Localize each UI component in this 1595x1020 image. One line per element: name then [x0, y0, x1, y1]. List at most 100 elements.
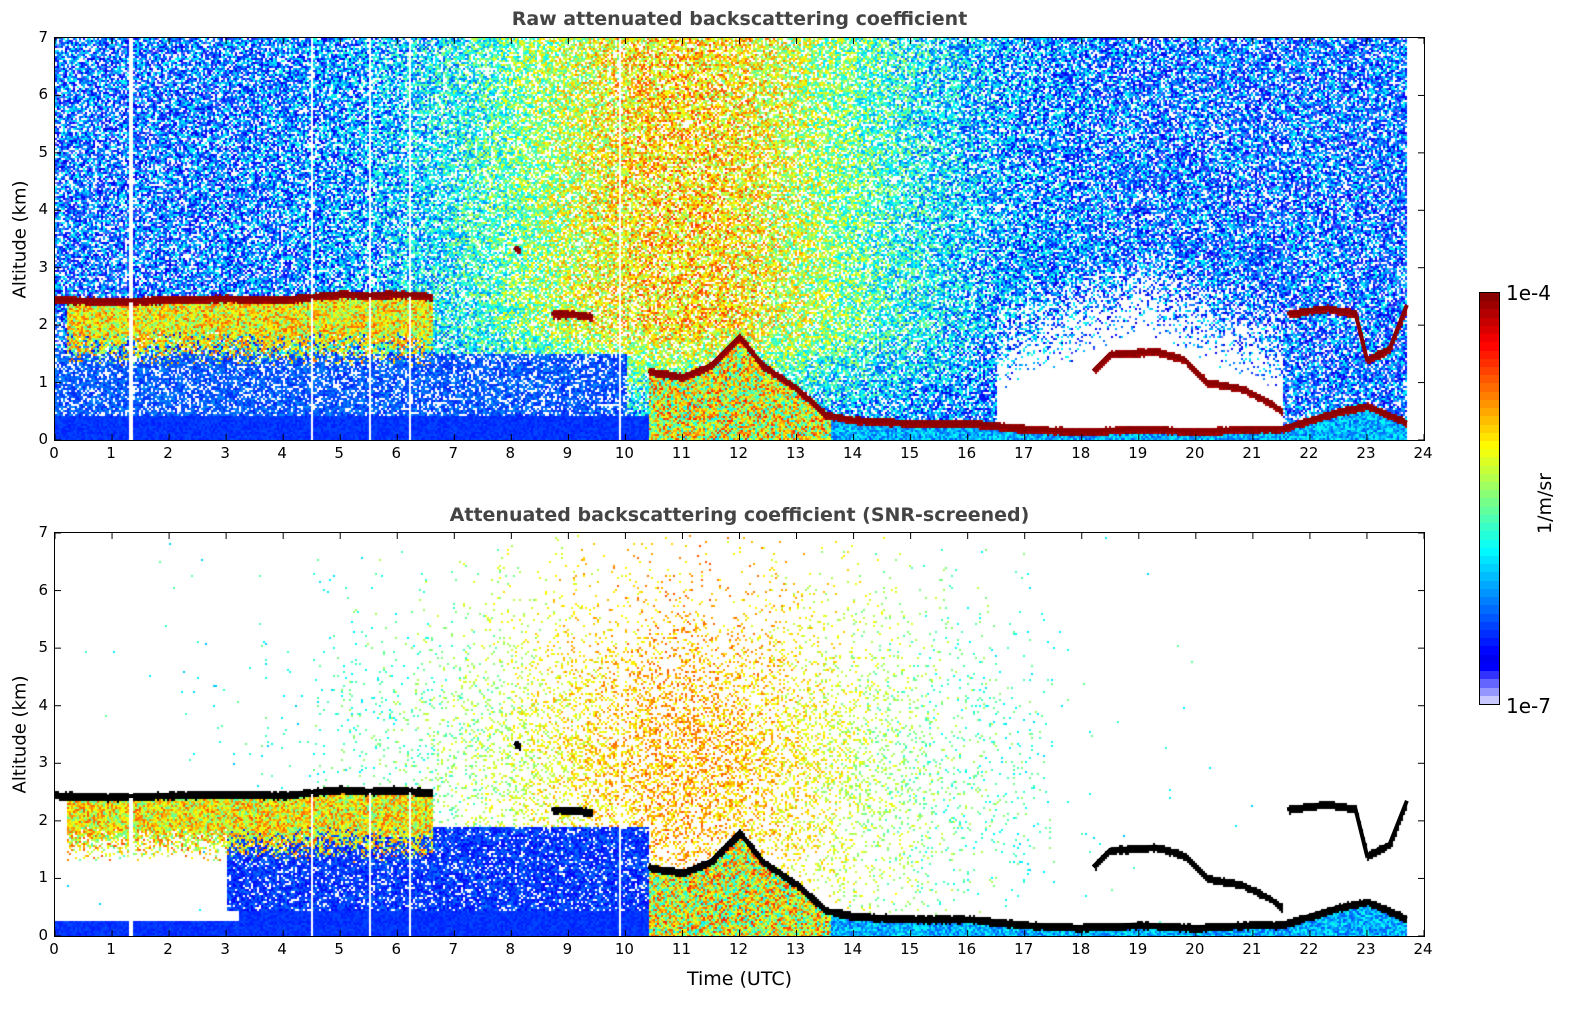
x-tick-label: 23 [1356, 940, 1376, 958]
colorbar-step [1480, 523, 1499, 532]
y-tick-label: 6 [38, 85, 48, 104]
top-y-axis-label: Altitude (km) [9, 180, 31, 299]
x-tick-label: 16 [957, 444, 977, 462]
colorbar-step [1480, 482, 1499, 491]
colorbar-step [1480, 350, 1499, 359]
colorbar-step [1480, 309, 1499, 318]
cloud-layer-low-cloud-morning [54, 787, 432, 799]
colorbar-unit-label: 1/m/sr [1534, 472, 1556, 534]
colorbar-step [1480, 498, 1499, 507]
colorbar-step [1480, 687, 1499, 696]
colorbar-step [1480, 424, 1499, 433]
colorbar-step [1480, 572, 1499, 581]
colorbar-step [1480, 432, 1499, 441]
colorbar-step [1480, 638, 1499, 647]
colorbar-step [1480, 588, 1499, 598]
y-tick-label: 2 [38, 315, 48, 334]
cloud-layer-cloud-9h [551, 807, 592, 815]
x-tick-label: 19 [1128, 940, 1148, 958]
x-tick-label: 9 [562, 940, 573, 958]
x-tick-label: 6 [391, 940, 402, 958]
y-tick-label: 7 [38, 28, 48, 46]
x-tick-label: 4 [277, 940, 287, 958]
y-tick-label: 7 [38, 523, 48, 541]
x-tick-label: 20 [1185, 444, 1205, 462]
snr-screened-backscatter-plot [54, 532, 1425, 937]
colorbar-step [1480, 473, 1499, 483]
y-tick-label: 0 [38, 430, 48, 448]
colorbar-step [1480, 391, 1499, 400]
colorbar-step [1480, 531, 1499, 540]
x-tick-label: 11 [671, 940, 691, 958]
colorbar-step [1480, 317, 1499, 326]
colorbar-step [1480, 671, 1499, 680]
y-tick-label: 1 [38, 868, 48, 887]
x-tick-label: 3 [220, 940, 230, 958]
x-tick-label: 7 [448, 940, 459, 958]
x-tick-label: 20 [1185, 940, 1205, 958]
x-tick-label: 13 [785, 940, 806, 958]
x-tick-label: 22 [1299, 444, 1319, 462]
colorbar-step [1480, 654, 1499, 663]
top-panel-title: Raw attenuated backscattering coefficien… [511, 8, 968, 30]
x-tick-label: 5 [334, 444, 344, 462]
colorbar-step [1480, 613, 1499, 622]
cloud-layer-cloud-9h [551, 311, 592, 319]
x-tick-label: 8 [505, 444, 516, 462]
x-tick-label: 19 [1128, 444, 1148, 462]
colorbar-step [1480, 605, 1499, 614]
bottom-panel-title: Attenuated backscattering coefficient (S… [449, 504, 1030, 526]
colorbar-step [1480, 621, 1499, 630]
x-tick-label: 17 [1014, 444, 1034, 462]
x-tick-label: 11 [671, 444, 691, 462]
colorbar-step [1480, 465, 1499, 474]
x-tick-label: 24 [1413, 940, 1433, 958]
colorbar-step [1480, 679, 1499, 688]
colorbar-step [1480, 506, 1499, 515]
x-tick-label: 13 [785, 444, 806, 462]
colorbar-step [1480, 301, 1499, 310]
x-tick-label: 14 [843, 444, 863, 462]
colorbar-step [1480, 449, 1499, 458]
x-tick-label: 2 [163, 940, 173, 958]
colorbar [1479, 292, 1500, 705]
y-tick-label: 3 [38, 257, 48, 276]
axes-overlay [54, 37, 1425, 441]
colorbar-step [1480, 695, 1499, 704]
colorbar-step [1480, 662, 1499, 672]
cloud-layer-elevated-layer-evening [1091, 844, 1283, 909]
cloud-layer-cloud-8h [513, 741, 521, 748]
x-tick-label: 22 [1299, 940, 1319, 958]
x-tick-label: 9 [562, 444, 573, 462]
x-tick-label: 3 [220, 444, 230, 462]
y-tick-label: 4 [38, 695, 48, 714]
x-tick-label: 15 [900, 444, 920, 462]
colorbar-step [1480, 399, 1499, 409]
colorbar-step [1480, 457, 1499, 466]
x-tick-label: 23 [1356, 444, 1376, 462]
y-tick-label: 6 [38, 580, 48, 599]
colorbar-step [1480, 564, 1499, 573]
cloud-layer-elevated-layer-late [1286, 799, 1409, 859]
x-tick-label: 0 [49, 444, 59, 462]
x-tick-label: 18 [1071, 444, 1091, 462]
x-tick-label: 21 [1242, 444, 1262, 462]
colorbar-step [1480, 547, 1499, 556]
colorbar-step [1480, 334, 1499, 343]
cloud-layer-cloud-8h [513, 245, 521, 253]
x-tick-label: 0 [49, 940, 59, 958]
y-tick-label: 2 [38, 810, 48, 829]
y-tick-label: 3 [38, 753, 48, 772]
cloud-layer-elevated-layer-late [1286, 304, 1409, 363]
colorbar-step [1480, 416, 1499, 425]
x-tick-label: 1 [106, 444, 116, 462]
colorbar-min-label: 1e-7 [1506, 694, 1551, 718]
x-tick-label: 17 [1014, 940, 1034, 958]
x-tick-label: 12 [728, 940, 749, 958]
colorbar-step [1480, 646, 1499, 655]
cloud-layer-low-cloud-morning [54, 291, 432, 304]
colorbar-step [1480, 293, 1499, 302]
colorbar-step [1480, 342, 1499, 351]
colorbar-step [1480, 580, 1499, 589]
cloud-layer-descending-layer [647, 333, 1408, 434]
